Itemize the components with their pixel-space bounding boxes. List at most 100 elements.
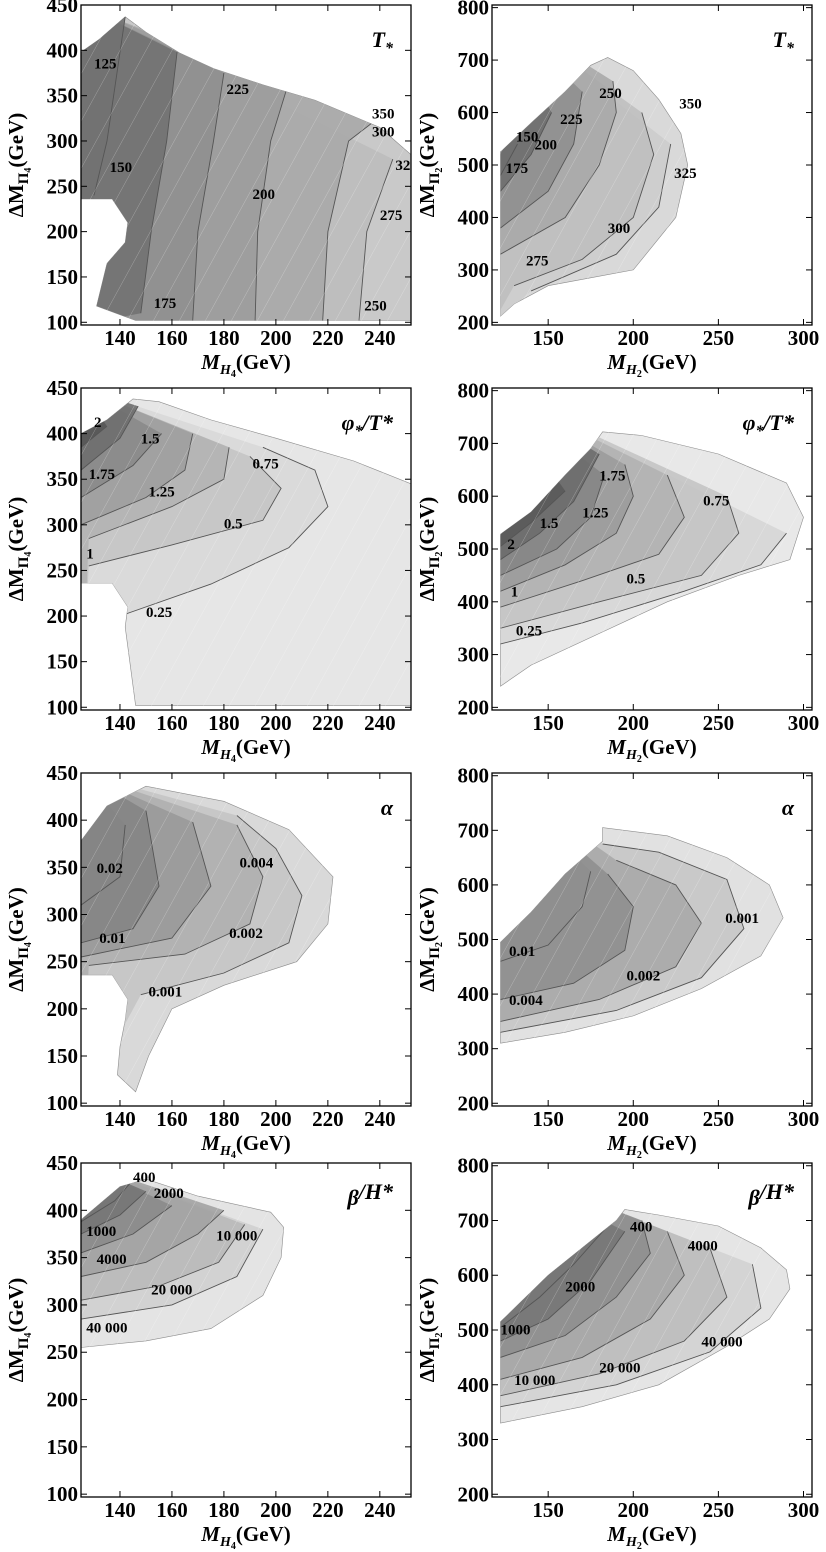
contour-line [81,821,212,958]
x-tick-label: 140 [104,1107,136,1131]
contour-line [500,873,634,1000]
y-tick-label: 800 [458,379,490,403]
mesh-line [98,5,276,325]
y-tick-label: 200 [458,1091,490,1115]
y-axis-label: ΔMΠ2(GeV) [415,113,445,217]
y-tick-label: 800 [458,1154,490,1178]
mesh-line [767,629,812,710]
mesh-line [81,773,218,1022]
x-tick-label: 180 [208,326,240,350]
panel-1: 125 150 175 200 225 250 275 300 325 350 140 160 180 2… [4,0,412,380]
mesh-line [613,5,791,325]
contour-line [500,490,566,547]
y-axis-label: ΔMΠ4(GeV) [4,1278,34,1382]
y-tick-label: 350 [47,467,79,491]
mesh-line [150,5,328,325]
contour-line [500,474,605,576]
mesh-line [535,5,713,325]
mesh-line [492,5,609,217]
y-tick-label: 150 [47,265,79,289]
mesh-line [81,1163,217,1411]
mesh-line [81,5,250,311]
x-tick-label: 240 [364,1107,396,1131]
plot-frame [80,1162,412,1498]
y-tick-label: 400 [458,982,490,1006]
x-tick-label: 180 [208,711,240,735]
y-tick-label: 300 [47,903,79,927]
mesh-line [492,388,660,693]
y-tick-label: 100 [47,695,79,719]
y-axis-label: ΔMΠ2(GeV) [415,1278,445,1382]
contour-line [500,1220,651,1358]
x-tick-label: 180 [208,1107,240,1131]
contour-label: 250 [364,298,387,314]
contour-label: 1 [511,585,518,601]
mesh-line [371,1034,411,1106]
mesh-line [715,534,812,710]
x-tick-label: 150 [532,1107,564,1131]
x-tick-label: 200 [618,326,650,350]
x-tick-label: 200 [618,711,650,735]
contour-band [81,398,162,706]
contour-label: 350 [372,106,395,122]
mesh-line [214,1163,399,1497]
plot-frame [80,387,412,711]
contour-label: 0.01 [509,944,535,960]
y-tick-label: 200 [47,220,79,244]
contour-line [88,824,264,966]
mesh-line [574,773,759,1106]
x-axis-label: MH2(GeV) [606,1522,696,1552]
contour-label: 0.002 [626,968,660,984]
mesh-line [492,5,557,122]
panel-title: T* [372,27,394,57]
mesh-line [81,773,140,880]
mesh-line [188,1163,373,1497]
x-tick-label: 300 [788,711,820,735]
contour-label: 40 000 [86,1320,127,1336]
y-tick-label: 400 [458,590,490,614]
contour-line [88,456,282,567]
x-tick-label: 160 [156,711,188,735]
contour-line [322,120,375,321]
x-tick-label: 250 [703,711,735,735]
mesh-line [81,1163,243,1458]
y-tick-label: 450 [47,0,79,17]
y-tick-label: 250 [47,174,79,198]
mesh-line [561,5,739,325]
mesh-line [756,1005,812,1106]
contour-line [513,112,655,287]
y-tick-label: 700 [458,818,490,842]
y-tick-label: 100 [47,1091,79,1115]
mesh-line [81,1163,191,1363]
y-tick-label: 100 [47,310,79,334]
mesh-line [81,5,224,264]
y-tick-label: 400 [458,205,490,229]
mesh-line [639,11,812,325]
contour-line [500,871,592,962]
y-tick-label: 300 [458,1428,490,1452]
mesh-line [81,1163,139,1269]
mesh-line [492,5,531,75]
mesh-line [611,388,790,710]
contour-label: 400 [630,1219,653,1235]
mesh-line [665,59,812,325]
contour-line [81,810,160,944]
y-tick-label: 300 [47,513,79,537]
mesh-line [330,564,411,710]
mesh-line [652,816,812,1106]
mesh-line [174,388,353,710]
y-tick-label: 300 [458,1037,490,1061]
mesh-line [241,798,411,1106]
mesh-line [492,5,661,311]
contour-label: 2000 [565,1280,595,1296]
x-tick-label: 200 [618,1498,650,1522]
mesh-line [600,773,785,1106]
panel-title: β/H* [346,1179,394,1210]
contour-line [140,52,178,314]
y-tick-label: 800 [458,0,490,20]
plot-area: 0.01 0.004 0.002 0.001 [492,773,812,1106]
